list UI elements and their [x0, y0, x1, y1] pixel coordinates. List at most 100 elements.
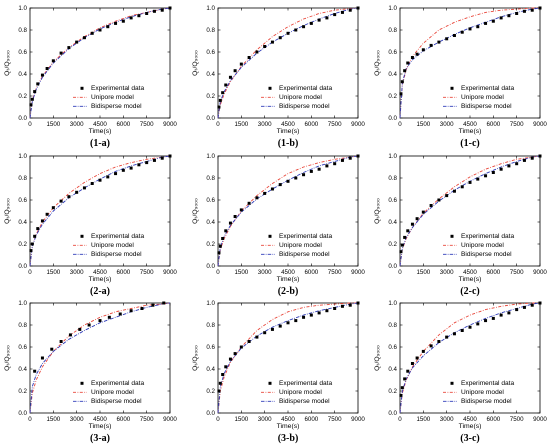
panel-caption: (2-c)	[460, 286, 479, 297]
y-tick-label: 0.4	[388, 366, 397, 373]
legend-marker-experimental	[80, 381, 84, 385]
x-tick-label: 0	[28, 121, 32, 128]
y-tick-label: 1.0	[18, 5, 27, 12]
legend-label: Unipore model	[279, 242, 322, 249]
experimental-point	[137, 14, 141, 18]
y-tick-label: 0.6	[388, 197, 397, 204]
experimental-point	[515, 308, 519, 312]
experimental-point	[30, 97, 34, 101]
x-axis-title: Time(s)	[459, 276, 482, 283]
y-tick-label: 1.0	[206, 153, 215, 160]
x-tick-label: 7500	[328, 269, 342, 276]
experimental-point	[421, 349, 425, 353]
experimental-point	[50, 347, 54, 351]
experimental-point	[460, 30, 464, 34]
plot-frame	[29, 7, 171, 119]
experimental-point	[140, 307, 144, 310]
experimental-point	[278, 36, 282, 40]
experimental-point	[294, 28, 298, 32]
panel-2-b: 0 1500 3000 4500 6000 7500 9000 0.0 0.2 0.4 0.6 0.8…	[192, 153, 365, 297]
y-tick-label: 1.0	[388, 5, 397, 12]
bidisperse-line	[217, 155, 359, 267]
legend-label: Bidisperse model	[461, 251, 512, 258]
y-tick-label: 1.0	[18, 300, 27, 307]
experimental-point	[400, 243, 404, 247]
y-tick-label: 0.4	[206, 366, 215, 373]
y-tick-label: 1.0	[388, 300, 397, 307]
experimental-point	[247, 201, 251, 205]
x-tick-label: 4500	[463, 269, 477, 276]
experimental-point	[36, 82, 40, 86]
x-tick-label: 7500	[328, 121, 342, 128]
panel-2-c: 0 1500 3000 4500 6000 7500 9000 0.0 0.2 0.4 0.6 0.8…	[374, 153, 547, 297]
experimental-point	[340, 158, 344, 162]
bidisperse-line	[29, 155, 171, 267]
experimental-point	[247, 56, 251, 59]
experimental-point	[484, 174, 488, 178]
unipore-line	[399, 155, 541, 267]
experimental-point	[51, 206, 55, 210]
experimental-point	[114, 21, 118, 25]
x-tick-label: 3000	[70, 121, 84, 128]
legend-label: Experimental data	[91, 85, 144, 92]
experimental-point	[302, 315, 306, 319]
experimental-point	[538, 154, 542, 158]
y-tick-label: 0.6	[18, 197, 27, 204]
plot-frame	[217, 7, 359, 119]
experimental-point	[45, 212, 49, 216]
x-tick-label: 9000	[351, 121, 365, 128]
experimental-point	[294, 319, 298, 323]
y-axis-title: Qₜ/Q₉₀₀₀	[192, 345, 199, 371]
x-tick-label: 6000	[304, 416, 318, 423]
experimental-point	[421, 210, 425, 214]
y-tick-label: 0.4	[388, 71, 397, 78]
legend-label: Unipore model	[91, 389, 134, 396]
legend-label: Bidisperse model	[91, 251, 142, 258]
experimental-point	[278, 183, 282, 187]
x-tick-label: 4500	[281, 416, 295, 423]
y-axis-title: Qₜ/Q₉₀₀₀	[192, 50, 199, 76]
x-tick-label: 1500	[46, 269, 60, 276]
experimental-point	[403, 377, 407, 381]
bidisperse-line	[399, 155, 541, 267]
panel-caption: (1-c)	[460, 138, 479, 149]
x-axis-title: Time(s)	[277, 128, 300, 135]
y-tick-label: 0.0	[388, 115, 397, 122]
y-tick-label: 0.8	[18, 322, 27, 329]
experimental-point	[98, 28, 102, 32]
x-tick-label: 7500	[140, 269, 154, 276]
x-tick-label: 0	[216, 121, 220, 128]
x-tick-label: 3000	[258, 269, 272, 276]
experimental-point	[491, 316, 495, 320]
x-tick-label: 3000	[258, 121, 272, 128]
x-tick-label: 4500	[463, 416, 477, 423]
experimental-point	[45, 67, 49, 70]
y-tick-label: 0.6	[206, 197, 215, 204]
y-tick-label: 0.6	[206, 49, 215, 56]
experimental-point	[160, 156, 164, 160]
experimental-point	[460, 329, 464, 332]
y-tick-label: 0.2	[206, 241, 215, 248]
x-tick-label: 3000	[70, 269, 84, 276]
experimental-point	[270, 187, 274, 191]
panel-caption: (3-c)	[460, 433, 479, 444]
y-tick-label: 0.8	[18, 175, 27, 182]
legend-label: Unipore model	[461, 389, 504, 396]
x-tick-label: 1500	[46, 416, 60, 423]
unipore-line	[399, 7, 540, 119]
legend-label: Bidisperse model	[461, 103, 512, 110]
bidisperse-line	[29, 7, 171, 119]
x-tick-label: 3000	[258, 416, 272, 423]
experimental-point	[491, 171, 495, 174]
experimental-point	[217, 105, 221, 109]
experimental-point	[29, 249, 33, 253]
experimental-point	[399, 393, 403, 397]
experimental-point	[82, 36, 86, 40]
legend-label: Experimental data	[91, 233, 144, 240]
x-tick-label: 6000	[116, 121, 130, 128]
panel-1-a: 0 1500 3000 4500 6000 7500 9000 0.0 0.2 0.4 0.6 0.8…	[4, 5, 177, 149]
legend-marker-experimental	[80, 86, 84, 90]
plot-frame	[399, 155, 541, 267]
y-tick-label: 0.8	[388, 322, 397, 329]
experimental-point	[121, 19, 125, 23]
